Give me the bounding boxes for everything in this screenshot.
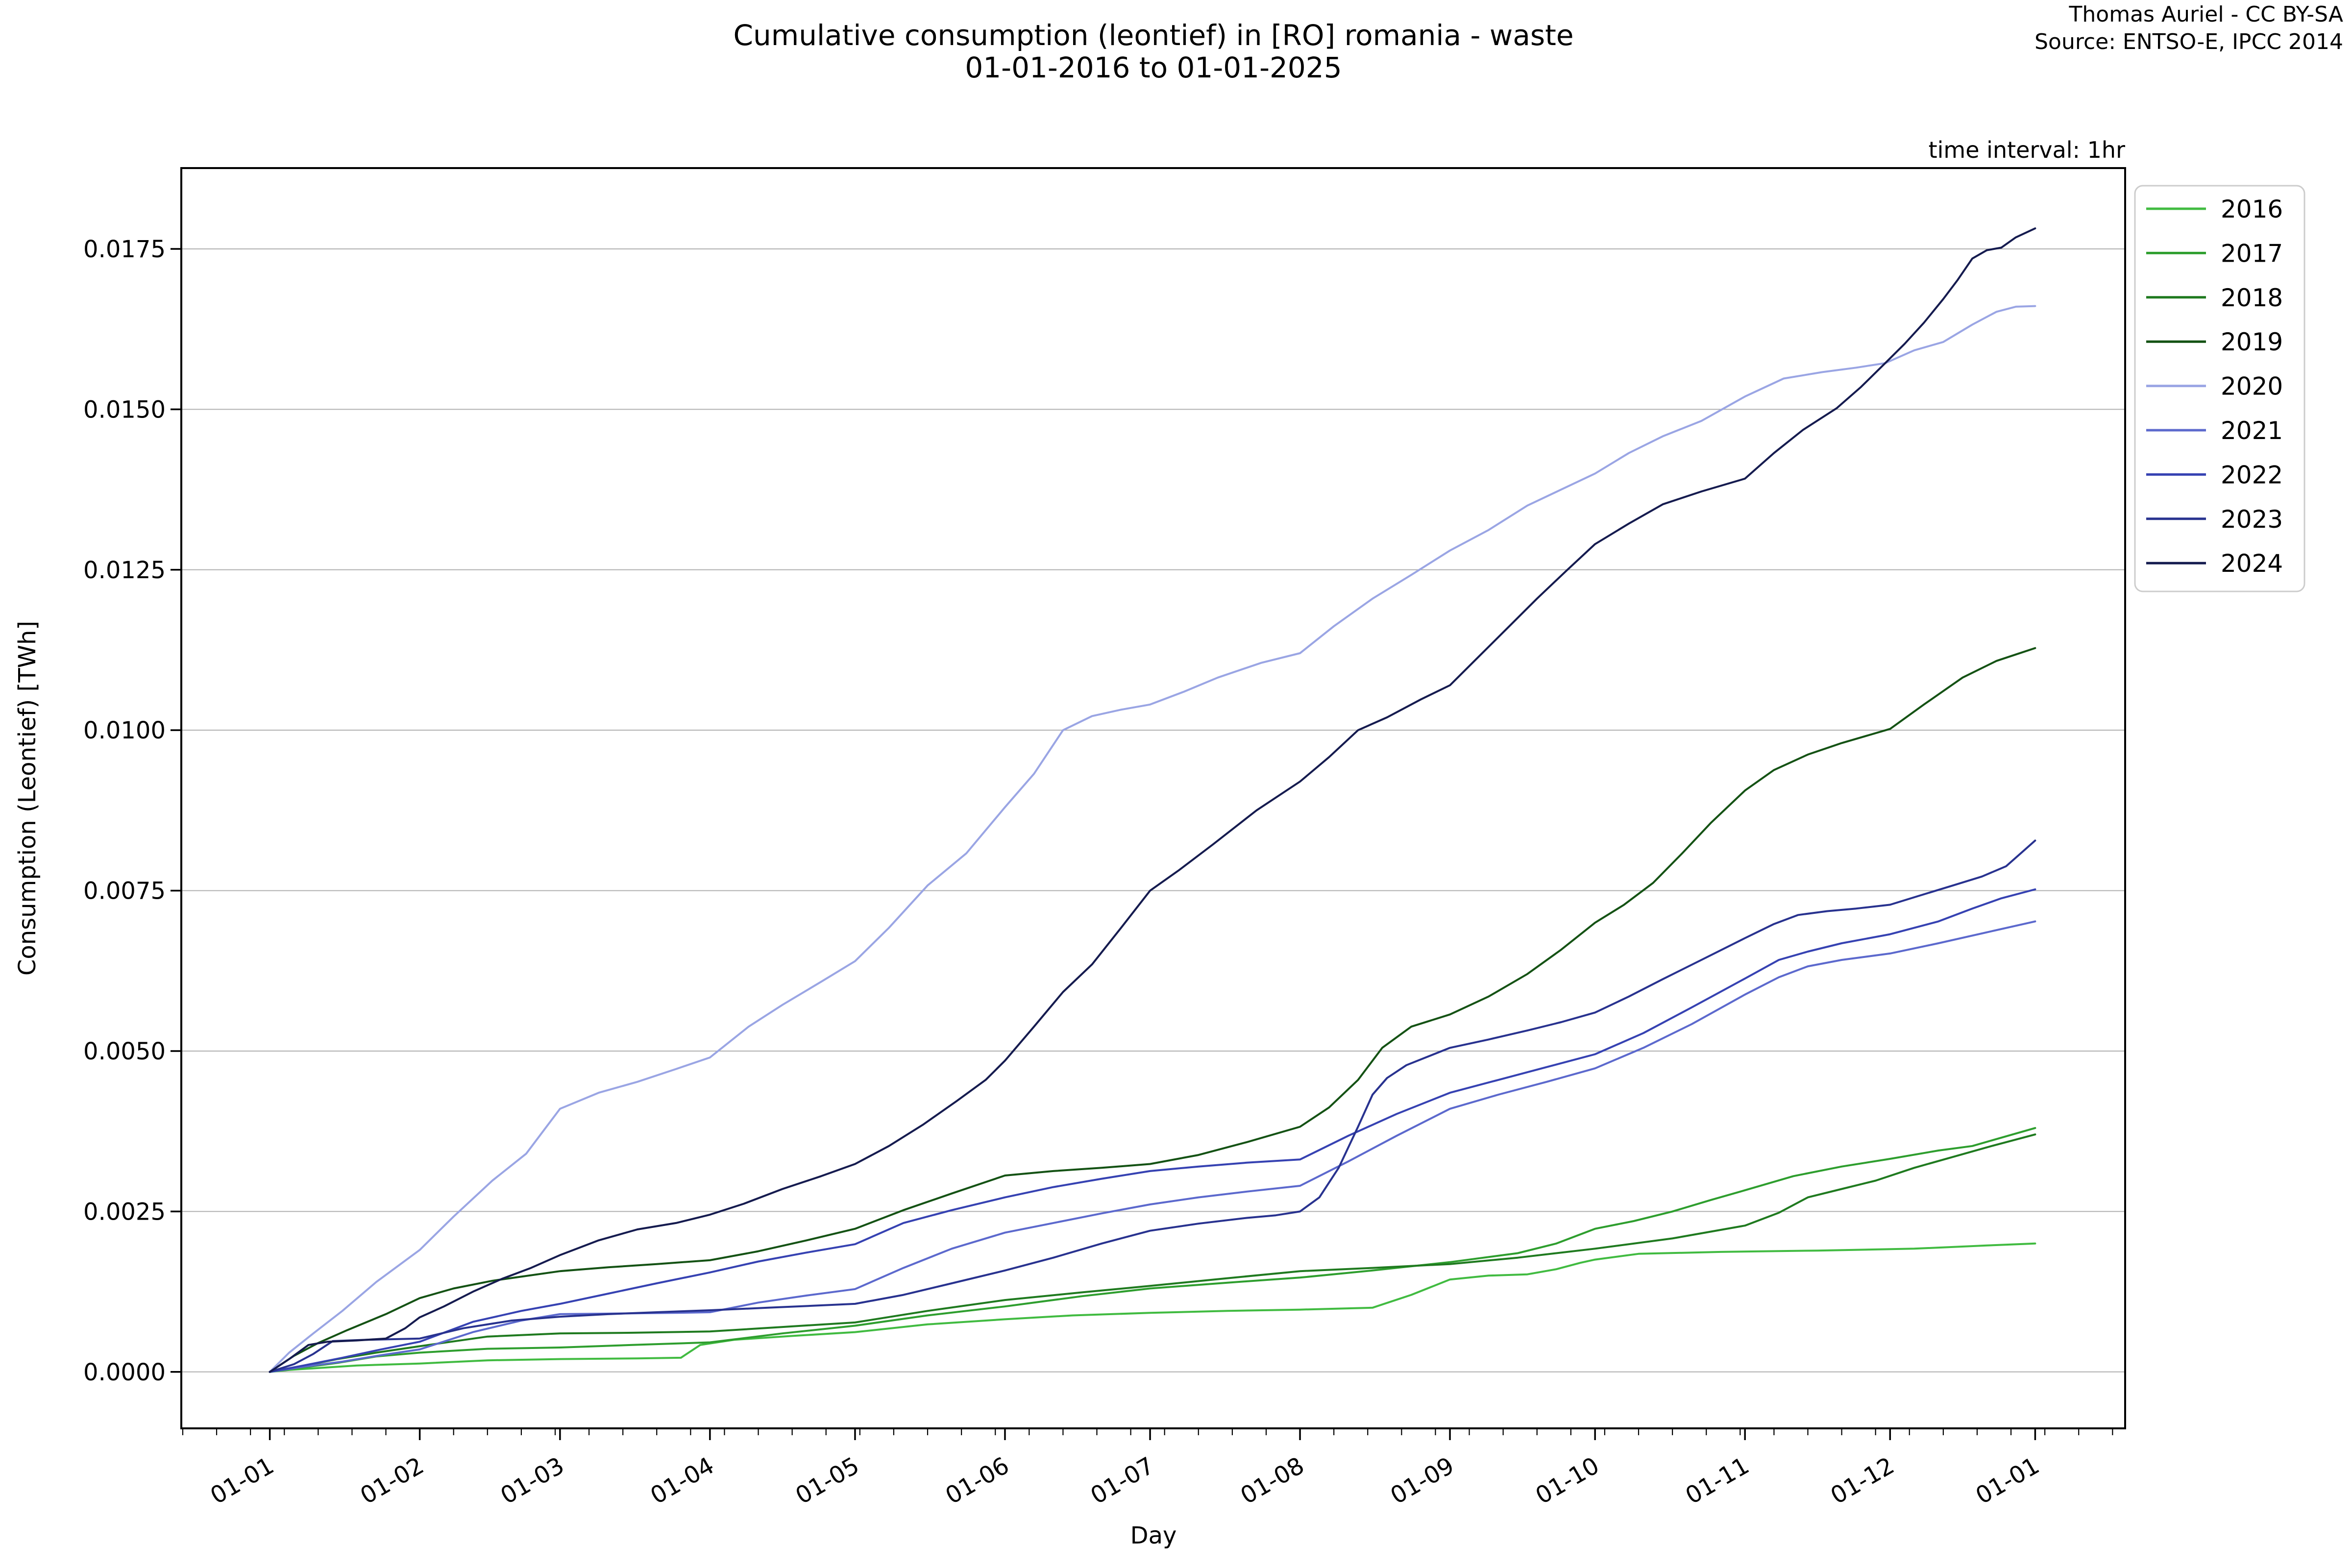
y-tick-label: 0.0000 <box>83 1359 166 1386</box>
y-tick-label: 0.0025 <box>83 1198 166 1225</box>
y-tick-label: 0.0050 <box>83 1038 166 1065</box>
legend-label-2023: 2023 <box>2221 505 2283 534</box>
x-tick-label: 01-01 <box>206 1452 279 1510</box>
y-axis-label: Consumption (Leontief) [TWh] <box>14 621 41 976</box>
legend-label-2018: 2018 <box>2221 284 2283 312</box>
x-tick-label: 01-05 <box>791 1452 864 1510</box>
attribution-line1: Thomas Auriel - CC BY-SA <box>2069 2 2343 27</box>
x-tick-label: 01-12 <box>1826 1452 1899 1510</box>
axis-ticks <box>171 248 2113 1440</box>
legend-label-2024: 2024 <box>2221 549 2283 578</box>
series-line-2021 <box>269 920 2036 1373</box>
legend-label-2022: 2022 <box>2221 461 2283 489</box>
x-tick-label: 01-07 <box>1086 1452 1159 1510</box>
legend: 2016 2017 2018 2019 2020 2021 2022 2023 2024 <box>2134 185 2305 592</box>
y-tick-label: 0.0125 <box>83 557 166 584</box>
series-line-2023 <box>269 839 2036 1373</box>
legend-label-2021: 2021 <box>2221 416 2283 445</box>
x-axis-label: Day <box>1130 1522 1177 1549</box>
series-line-2024 <box>269 227 2036 1373</box>
gridlines <box>181 248 2125 1372</box>
series-line-2019 <box>269 647 2036 1373</box>
legend-box <box>2134 185 2305 592</box>
x-tick-label: 01-10 <box>1531 1452 1604 1510</box>
series-line-2018 <box>269 1133 2036 1373</box>
x-tick-label: 01-03 <box>496 1452 569 1510</box>
x-tick-label: 01-11 <box>1681 1452 1754 1510</box>
x-tick-label: 01-09 <box>1386 1452 1459 1510</box>
time-interval-annotation: time interval: 1hr <box>1929 137 2125 163</box>
legend-label-2017: 2017 <box>2221 239 2283 268</box>
x-tick-label: 01-04 <box>646 1452 719 1510</box>
legend-label-2020: 2020 <box>2221 372 2283 401</box>
chart-title-line1: Cumulative consumption (leontief) in [RO… <box>733 19 1573 52</box>
x-tick-label: 01-02 <box>356 1452 429 1510</box>
series-line-2022 <box>269 888 2036 1373</box>
x-tick-label: 01-08 <box>1236 1452 1309 1510</box>
series-lines <box>269 227 2036 1373</box>
attribution-line2: Source: ENTSO-E, IPCC 2014 <box>2034 29 2343 54</box>
series-line-2020 <box>269 305 2036 1373</box>
y-tick-label: 0.0175 <box>83 236 166 263</box>
x-tick-label: 01-06 <box>941 1452 1014 1510</box>
x-tick-labels: 01-01 01-02 01-03 01-04 01-05 01-06 01-07 01-08… <box>206 1452 2044 1510</box>
y-tick-label: 0.0075 <box>83 878 166 905</box>
y-tick-label: 0.0100 <box>83 717 166 744</box>
plot-border <box>180 167 2126 1429</box>
chart-title-line2: 01-01-2016 to 01-01-2025 <box>965 51 1342 84</box>
y-tick-labels: 0.0000 0.0025 0.0050 0.0075 0.0100 0.0125 0.01… <box>83 236 166 1386</box>
series-line-2017 <box>269 1127 2036 1373</box>
legend-label-2019: 2019 <box>2221 328 2283 356</box>
y-tick-label: 0.0150 <box>83 396 166 423</box>
series-line-2016 <box>269 1242 2036 1373</box>
legend-label-2016: 2016 <box>2221 195 2283 223</box>
x-tick-label: 01-01 <box>1971 1452 2044 1510</box>
